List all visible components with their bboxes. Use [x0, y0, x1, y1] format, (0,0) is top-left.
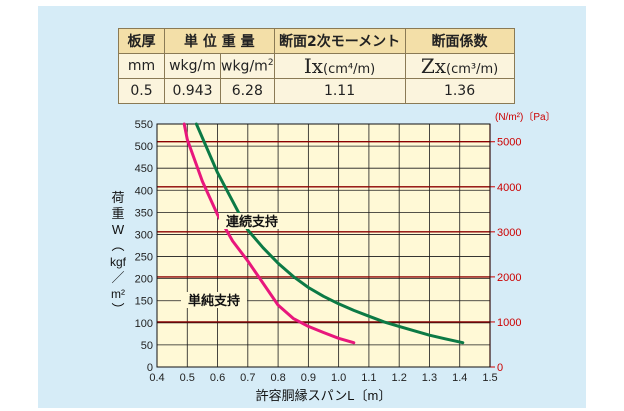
y-tick-label: 350 — [135, 207, 153, 219]
header-moment-of-inertia: 断面2次モーメント — [273, 28, 406, 54]
y2-tick-label: 3000 — [497, 227, 521, 239]
y-axis-title-char: 重 — [111, 206, 124, 221]
table-header-row: 板厚 単 位 重 量 断面2次モーメント 断面係数 — [118, 28, 515, 54]
unit-thickness: mm — [118, 53, 165, 79]
value-weight-per-m2: 6.28 — [220, 78, 275, 104]
series-label-bg — [219, 213, 285, 229]
x-tick-label: 0.7 — [240, 372, 255, 384]
x-tick-label: 0.6 — [210, 372, 225, 384]
x-tick-label: 1.2 — [392, 372, 407, 384]
x-tick-label: 1.1 — [361, 372, 376, 384]
header-thickness: 板厚 — [118, 28, 165, 54]
x-tick-label: 1.5 — [482, 372, 497, 384]
unit-zx: Zx(cm³/m) — [404, 53, 515, 79]
value-ix: 1.11 — [273, 78, 406, 104]
y-tick-label: 450 — [135, 163, 153, 175]
y-tick-label: 500 — [135, 141, 153, 153]
table-value-row: 0.5 0.943 6.28 1.11 1.36 — [118, 78, 515, 104]
y2-tick-label: 2000 — [497, 272, 521, 284]
header-section-modulus: 断面係数 — [404, 28, 515, 54]
series-line-simple-support — [182, 122, 356, 345]
series-label: 連続支持 — [226, 214, 278, 229]
y-tick-label: 150 — [135, 296, 153, 308]
x-tick-label: 0.8 — [270, 372, 285, 384]
x-tick-label: 0.9 — [301, 372, 316, 384]
y-tick-label: 0 — [147, 362, 153, 374]
table-unit-row: mm wkg/m wkg/m2 Ix(cm⁴/m) Zx(cm³/m) — [118, 53, 515, 79]
x-tick-label: 1.3 — [422, 372, 437, 384]
unit-weight-per-m2: wkg/m2 — [220, 53, 275, 79]
y-axis-title-char: W — [112, 222, 125, 237]
x-tick-label: 1.4 — [452, 372, 467, 384]
y-axis-title-char: kgf — [110, 255, 127, 269]
spec-table: 板厚 単 位 重 量 断面2次モーメント 断面係数 mm wkg/m wkg/m… — [118, 28, 515, 104]
y-tick-label: 250 — [135, 252, 153, 264]
x-tick-label: 0.5 — [180, 372, 195, 384]
y-tick-label: 300 — [135, 229, 153, 241]
header-unit-weight: 単 位 重 量 — [164, 28, 275, 54]
x-tick-label: 0.4 — [149, 372, 164, 384]
y-tick-label: 200 — [135, 274, 153, 286]
y-axis-title-char: ︶ — [111, 302, 124, 317]
y-axis-title-char: ／ — [111, 270, 124, 285]
y-axis-title-char: ︵ — [111, 238, 124, 253]
unit-weight-per-m: wkg/m — [164, 53, 221, 79]
y-tick-label: 400 — [135, 185, 153, 197]
y2-tick-label: 5000 — [497, 137, 521, 149]
series-label: 単純支持 — [188, 293, 240, 308]
plot-frame — [156, 123, 491, 368]
y2-tick-label: 1000 — [497, 317, 521, 329]
y-axis-title-char: 荷 — [111, 190, 124, 205]
y2-axis-label: (N/m²)〔Pa〕 — [495, 111, 556, 123]
x-tick-label: 1.0 — [331, 372, 346, 384]
y-axis-title-char: m² — [111, 287, 125, 301]
series-label-bg — [181, 292, 247, 308]
y2-tick-label: 4000 — [497, 182, 521, 194]
x-axis-title: 許容胴縁スパンL〔m〕 — [256, 388, 392, 403]
value-thickness: 0.5 — [118, 78, 165, 104]
y2-tick-label: 0 — [497, 362, 503, 374]
plot-area — [157, 124, 490, 367]
y-tick-label: 550 — [135, 119, 153, 131]
y-tick-label: 50 — [141, 340, 153, 352]
y-tick-label: 100 — [135, 318, 153, 330]
value-zx: 1.36 — [404, 78, 515, 104]
value-weight-per-m: 0.943 — [164, 78, 221, 104]
